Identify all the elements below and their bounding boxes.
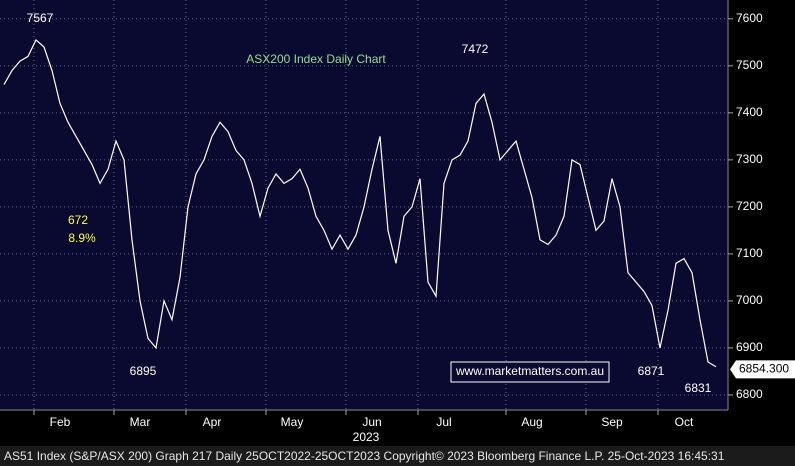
watermark-box	[450, 361, 610, 383]
y-tick-label: 7300	[736, 152, 763, 166]
y-tick-label: 7400	[736, 105, 763, 119]
x-tick-label: Sep	[601, 415, 623, 429]
x-tick-label: Jul	[436, 415, 451, 429]
y-tick-label: 7000	[736, 293, 763, 307]
annotation: 7472	[462, 42, 489, 56]
x-tick-label: May	[281, 415, 304, 429]
last-price-box	[730, 360, 795, 379]
x-tick-label: Mar	[130, 415, 151, 429]
annotation: 7567	[27, 11, 54, 25]
x-tick-label: Oct	[675, 415, 694, 429]
chart-title: ASX200 Index Daily Chart	[246, 52, 386, 66]
y-tick-label: 7600	[736, 11, 763, 25]
footer-bar	[0, 446, 795, 466]
price-line	[3, 38, 717, 368]
x-tick-label: Apr	[203, 415, 222, 429]
y-tick-label: 7200	[736, 199, 763, 213]
x-tick-label: Jun	[362, 415, 381, 429]
annotation: 8.9%	[68, 231, 96, 245]
annotation: 6895	[130, 364, 157, 378]
footer: AS51 Index (S&P/ASX 200) Graph 217 Daily…	[4, 449, 725, 463]
annotation: 6871	[638, 364, 665, 378]
watermark: www.marketmatters.com.au	[455, 364, 604, 378]
annotation: 672	[68, 213, 88, 227]
y-tick-label: 7100	[736, 246, 763, 260]
y-tick-label: 6800	[736, 387, 763, 401]
y-tick-label: 7500	[736, 58, 763, 72]
x-year-label: 2023	[353, 430, 380, 444]
last-price-label: 6854.300	[739, 362, 789, 376]
x-tick-label: Feb	[50, 415, 71, 429]
annotation: 6831	[685, 381, 712, 395]
x-tick-label: Aug	[521, 415, 542, 429]
y-tick-label: 6900	[736, 340, 763, 354]
